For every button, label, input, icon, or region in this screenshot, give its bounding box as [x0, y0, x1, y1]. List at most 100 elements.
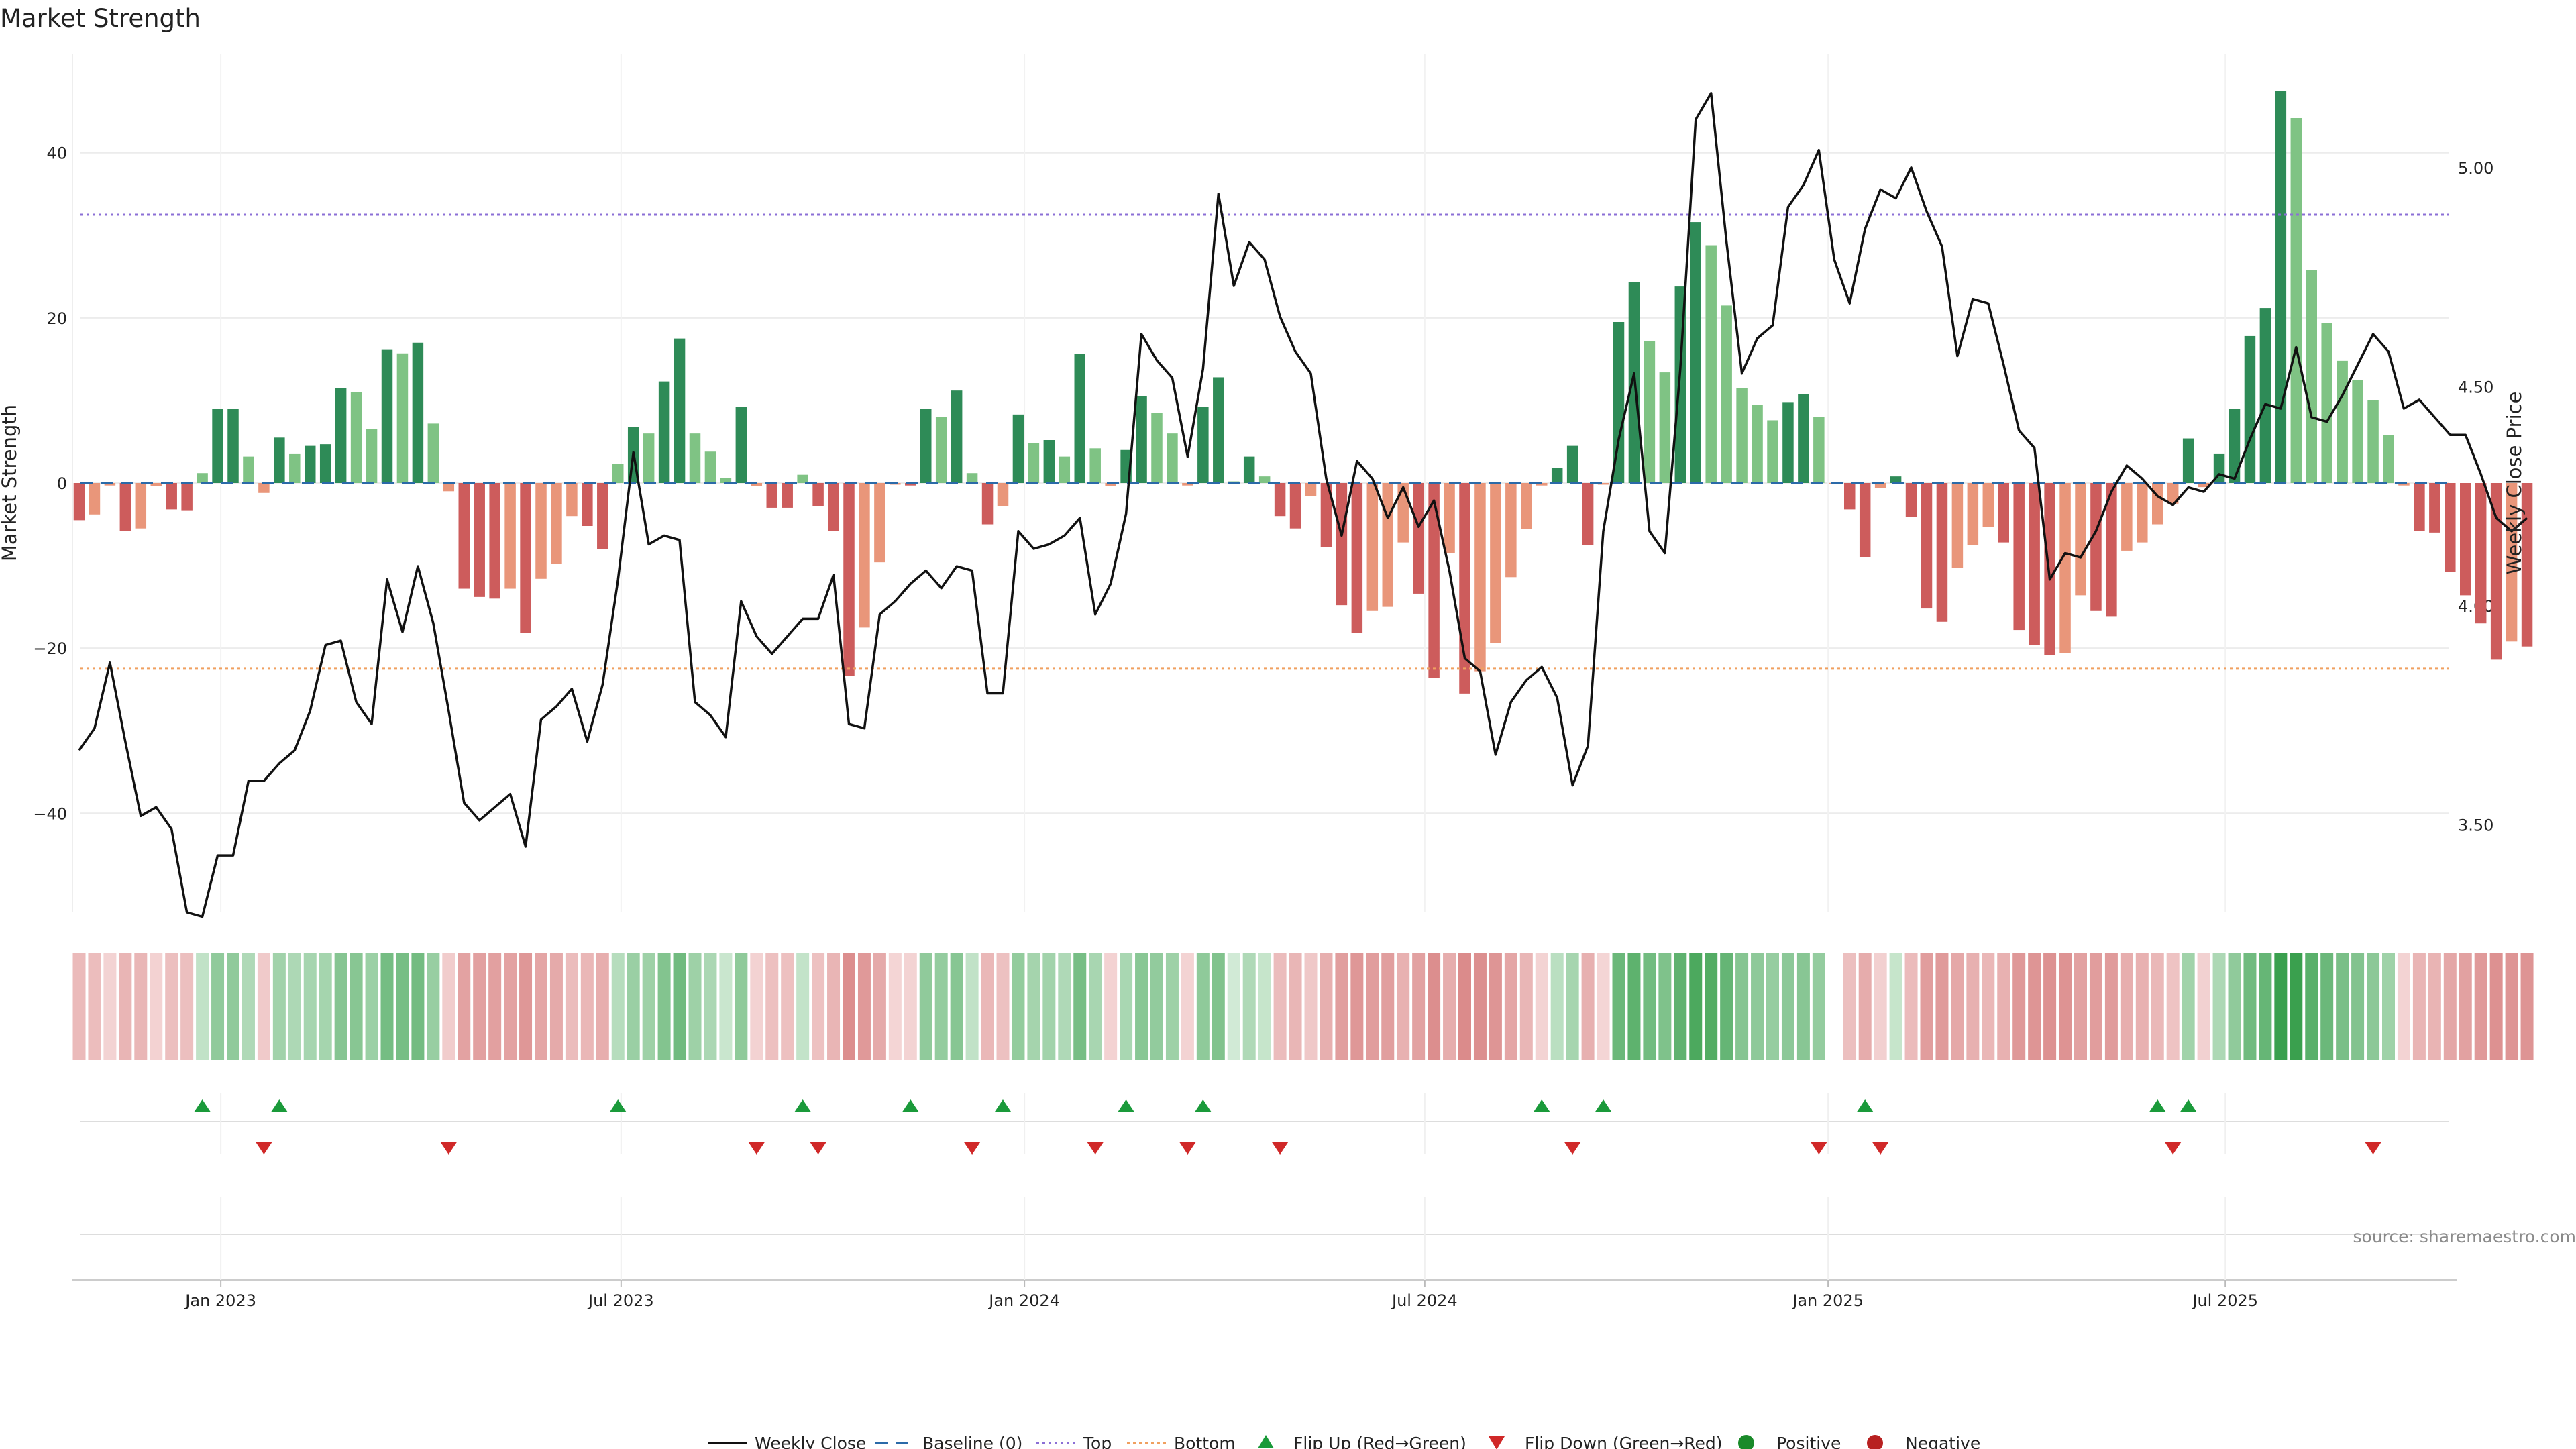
- strength-bar: [1597, 483, 1609, 485]
- heat-cell: [1089, 953, 1102, 1060]
- legend-positive: Positive: [1738, 1434, 1841, 1449]
- heat-cell: [704, 953, 717, 1060]
- heat-cell: [103, 953, 117, 1060]
- heat-cell: [688, 953, 702, 1060]
- strength-bar: [1413, 483, 1424, 594]
- strength-bar: [1213, 377, 1224, 483]
- strength-bar: [2013, 483, 2025, 631]
- heat-cell: [1627, 953, 1641, 1060]
- heat-cell: [72, 953, 86, 1060]
- heat-cell: [1581, 953, 1595, 1060]
- left-tick-label: 20: [46, 309, 67, 328]
- flip-panel: [80, 1093, 2449, 1155]
- strength-bar: [2152, 483, 2163, 525]
- heat-cell: [1951, 953, 1964, 1060]
- strength-bar: [966, 473, 978, 483]
- heat-cell: [1796, 953, 1810, 1060]
- strength-bar: [2275, 91, 2287, 483]
- strength-bar: [2352, 380, 2363, 483]
- strength-bar: [1444, 483, 1455, 553]
- heat-cell: [904, 953, 917, 1060]
- heat-cell: [2474, 953, 2487, 1060]
- heat-cell: [1273, 953, 1287, 1060]
- strength-bar: [1074, 354, 1085, 483]
- heat-cell: [611, 953, 625, 1060]
- flip-down-marker: [1179, 1142, 1196, 1155]
- flip-down-marker: [2365, 1142, 2381, 1155]
- heat-cell: [2028, 953, 2041, 1060]
- heat-cell: [1705, 953, 1718, 1060]
- heat-cell: [781, 953, 794, 1060]
- heat-cell: [488, 953, 502, 1060]
- heat-cell: [1874, 953, 1887, 1060]
- strength-bar: [1752, 405, 1763, 483]
- strength-bar: [643, 433, 655, 483]
- heat-cell: [2305, 953, 2318, 1060]
- heat-cell: [1227, 953, 1240, 1060]
- heat-cell: [303, 953, 317, 1060]
- strength-bar: [1428, 483, 1440, 678]
- flip-down-marker: [810, 1142, 826, 1155]
- strength-bar: [1844, 483, 1856, 510]
- strength-bar: [2137, 483, 2148, 543]
- strength-bar: [305, 445, 316, 483]
- heat-cell: [919, 953, 932, 1060]
- strength-bar: [1320, 483, 1332, 547]
- right-tick-label: 4.50: [2458, 378, 2493, 396]
- strength-bar: [1336, 483, 1348, 606]
- heat-cell: [1350, 953, 1364, 1060]
- left-axis-label: Market Strength: [0, 405, 21, 561]
- heat-cell: [380, 953, 394, 1060]
- strength-bar: [1012, 414, 1024, 483]
- heat-cell: [334, 953, 347, 1060]
- legend-top-label: Top: [1083, 1434, 1112, 1449]
- strength-bar: [935, 417, 947, 483]
- heat-cell: [365, 953, 378, 1060]
- legend-negative-label: Negative: [1905, 1434, 1980, 1449]
- right-axis-ticks: 5.004.504.003.50: [2458, 159, 2493, 835]
- flip-up-marker: [194, 1099, 211, 1112]
- heat-cell: [888, 953, 902, 1060]
- strength-bar: [2029, 483, 2040, 645]
- strength-bar: [689, 433, 701, 483]
- strength-bar: [166, 483, 177, 510]
- legend-bottom-label: Bottom: [1174, 1434, 1236, 1449]
- heat-cell: [2074, 953, 2087, 1060]
- heat-cell: [427, 953, 440, 1060]
- heat-cell: [981, 953, 994, 1060]
- heat-cell: [119, 953, 132, 1060]
- heat-cell: [1982, 953, 1995, 1060]
- triangle-up-icon: [1258, 1435, 1274, 1448]
- strength-bar: [119, 483, 131, 531]
- strength-bar: [2198, 483, 2210, 488]
- strength-bar: [1105, 483, 1116, 486]
- heat-cell: [150, 953, 163, 1060]
- flip-down-marker: [1872, 1142, 1889, 1155]
- weekly-close-line: [78, 92, 2528, 918]
- strength-bar: [951, 390, 963, 483]
- flip-down-marker: [2165, 1142, 2182, 1155]
- heat-cell: [1135, 953, 1148, 1060]
- heat-cell: [642, 953, 655, 1060]
- heat-cell: [1304, 953, 1318, 1060]
- heat-cell: [504, 953, 517, 1060]
- x-tick-label: Jan 2025: [1791, 1291, 1864, 1310]
- strength-bar: [1258, 476, 1271, 483]
- heat-cell: [1412, 953, 1426, 1060]
- heat-cell: [2043, 953, 2057, 1060]
- heat-cell: [2351, 953, 2365, 1060]
- heat-cell: [549, 953, 563, 1060]
- strength-bar: [289, 453, 301, 483]
- heat-cell: [2259, 953, 2272, 1060]
- strength-bar: [766, 483, 777, 508]
- left-tick-label: 0: [57, 474, 67, 493]
- heat-cell: [2412, 953, 2426, 1060]
- flip-down-marker: [1564, 1142, 1581, 1155]
- heat-cell: [1012, 953, 1025, 1060]
- heat-cell: [2151, 953, 2164, 1060]
- strength-bar: [520, 483, 531, 633]
- legend-baseline-label: Baseline (0): [922, 1434, 1022, 1449]
- heat-cell: [1535, 953, 1548, 1060]
- heat-cell: [765, 953, 779, 1060]
- heat-cell: [473, 953, 486, 1060]
